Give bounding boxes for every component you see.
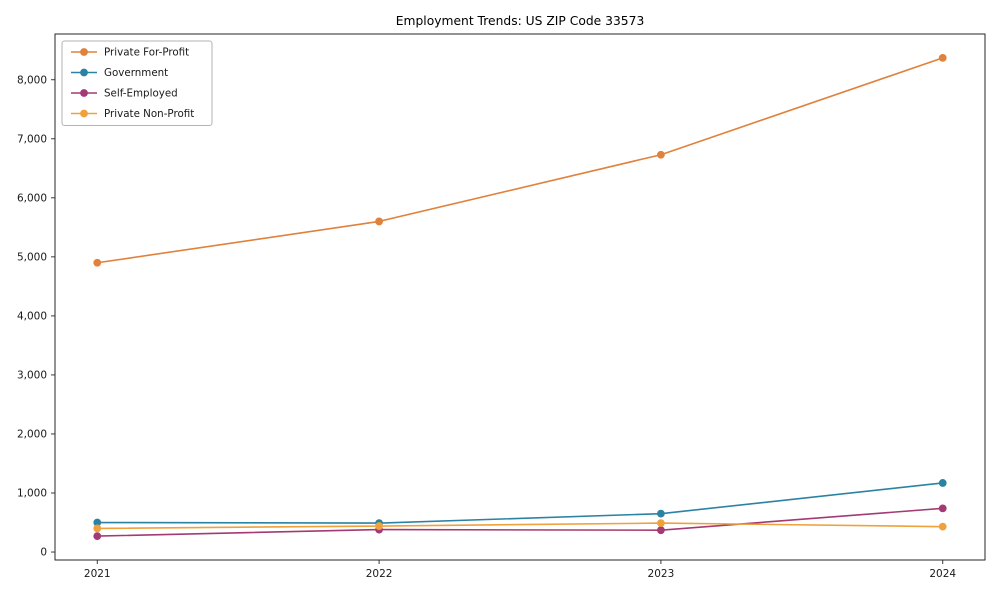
- series-line-private-for-profit: [97, 57, 943, 264]
- legend-label-private-for-profit: Private For-Profit: [104, 47, 189, 59]
- x-tick-label: 2023: [648, 568, 675, 580]
- series-marker-private-non-profit: [93, 524, 102, 533]
- series-line-private-non-profit: [97, 522, 943, 530]
- series-line-self-employed: [97, 507, 943, 537]
- legend-label-private-non-profit: Private Non-Profit: [104, 108, 194, 120]
- series-marker-self-employed: [93, 532, 102, 540]
- y-tick-label: 6,000: [17, 192, 47, 204]
- series-marker-private-non-profit: [938, 522, 947, 531]
- legend-sample-marker-government: [80, 68, 88, 77]
- series-marker-private-for-profit: [375, 217, 383, 226]
- y-tick-label: 5,000: [17, 251, 47, 263]
- series-marker-private-non-profit: [657, 519, 665, 528]
- y-tick-label: 3,000: [17, 369, 47, 381]
- series-marker-private-for-profit: [938, 54, 947, 62]
- x-tick-label: 2022: [366, 568, 393, 580]
- series-marker-private-for-profit: [657, 150, 665, 159]
- series-marker-private-non-profit: [375, 522, 383, 530]
- legend-sample-marker-private-for-profit: [80, 48, 88, 56]
- series-marker-government: [93, 518, 102, 527]
- series-marker-private-for-profit: [93, 258, 102, 267]
- legend-group: Private For-Profit Government Self-Employe…: [61, 40, 213, 126]
- chart-title: Employment Trends: US ZIP Code 33573: [396, 14, 645, 28]
- series-marker-government: [938, 479, 947, 487]
- plot-border: [54, 33, 986, 561]
- series-line-government: [97, 482, 943, 524]
- x-tick-label: 2024: [929, 568, 956, 580]
- y-tick-label: 4,000: [17, 310, 47, 322]
- y-tick-label: 7,000: [17, 133, 47, 145]
- plot-area: 0 1,000 2,000 3,000 4,000 5,000 6,000 7,000 8,00…: [17, 33, 986, 580]
- legend-label-government: Government: [104, 67, 168, 79]
- legend-box: [61, 40, 213, 126]
- y-tick-label: 1,000: [17, 487, 47, 499]
- legend-sample-marker-self-employed: [80, 89, 88, 97]
- series-marker-self-employed: [938, 504, 947, 513]
- y-tick-label: 0: [40, 547, 47, 559]
- legend: Private For-Profit Government Self-Employe…: [61, 40, 213, 126]
- y-tick-label: 8,000: [17, 74, 47, 86]
- legend-sample-marker-private-non-profit: [80, 109, 88, 118]
- legend-label-self-employed: Self-Employed: [104, 88, 178, 100]
- x-tick-label: 2021: [84, 568, 111, 580]
- series-marker-self-employed: [657, 526, 665, 535]
- y-tick-label: 2,000: [17, 428, 47, 440]
- series-marker-government: [657, 509, 665, 518]
